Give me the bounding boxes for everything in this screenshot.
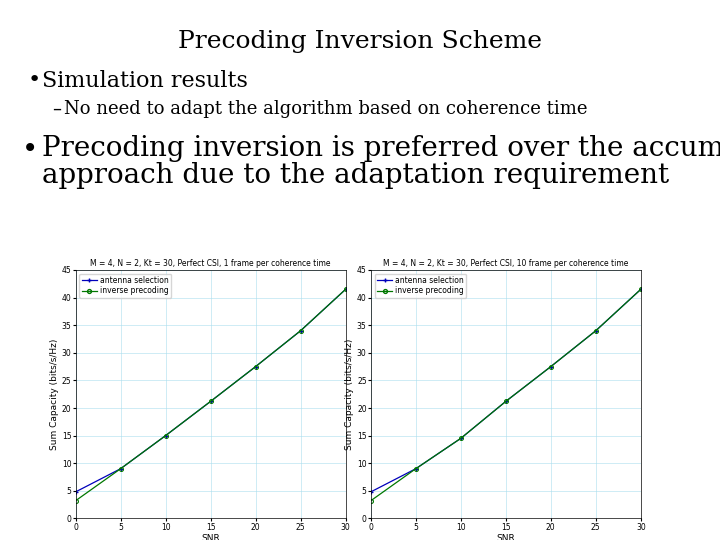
Title: M = 4, N = 2, Kt = 30, Perfect CSI, 10 frame per coherence time: M = 4, N = 2, Kt = 30, Perfect CSI, 10 f… <box>383 259 629 268</box>
Text: No need to adapt the algorithm based on coherence time: No need to adapt the algorithm based on … <box>64 100 588 118</box>
Title: M = 4, N = 2, Kt = 30, Perfect CSI, 1 frame per coherence time: M = 4, N = 2, Kt = 30, Perfect CSI, 1 fr… <box>90 259 331 268</box>
Legend: antenna selection, inverse precoding: antenna selection, inverse precoding <box>79 274 171 298</box>
Text: –: – <box>52 100 61 118</box>
X-axis label: SNR: SNR <box>496 535 516 540</box>
Y-axis label: Sum Capacity (bits/s/Hz): Sum Capacity (bits/s/Hz) <box>345 339 354 450</box>
Text: Precoding inversion is preferred over the accumulated: Precoding inversion is preferred over th… <box>42 135 720 162</box>
Text: •: • <box>28 70 41 90</box>
Legend: antenna selection, inverse precoding: antenna selection, inverse precoding <box>374 274 467 298</box>
Text: approach due to the adaptation requirement: approach due to the adaptation requireme… <box>42 162 669 189</box>
Text: •: • <box>22 135 38 163</box>
Text: Simulation results: Simulation results <box>42 70 248 92</box>
Text: Precoding Inversion Scheme: Precoding Inversion Scheme <box>178 30 542 53</box>
X-axis label: SNR: SNR <box>201 535 220 540</box>
Y-axis label: Sum Capacity (bits/s/Hz): Sum Capacity (bits/s/Hz) <box>50 339 59 450</box>
